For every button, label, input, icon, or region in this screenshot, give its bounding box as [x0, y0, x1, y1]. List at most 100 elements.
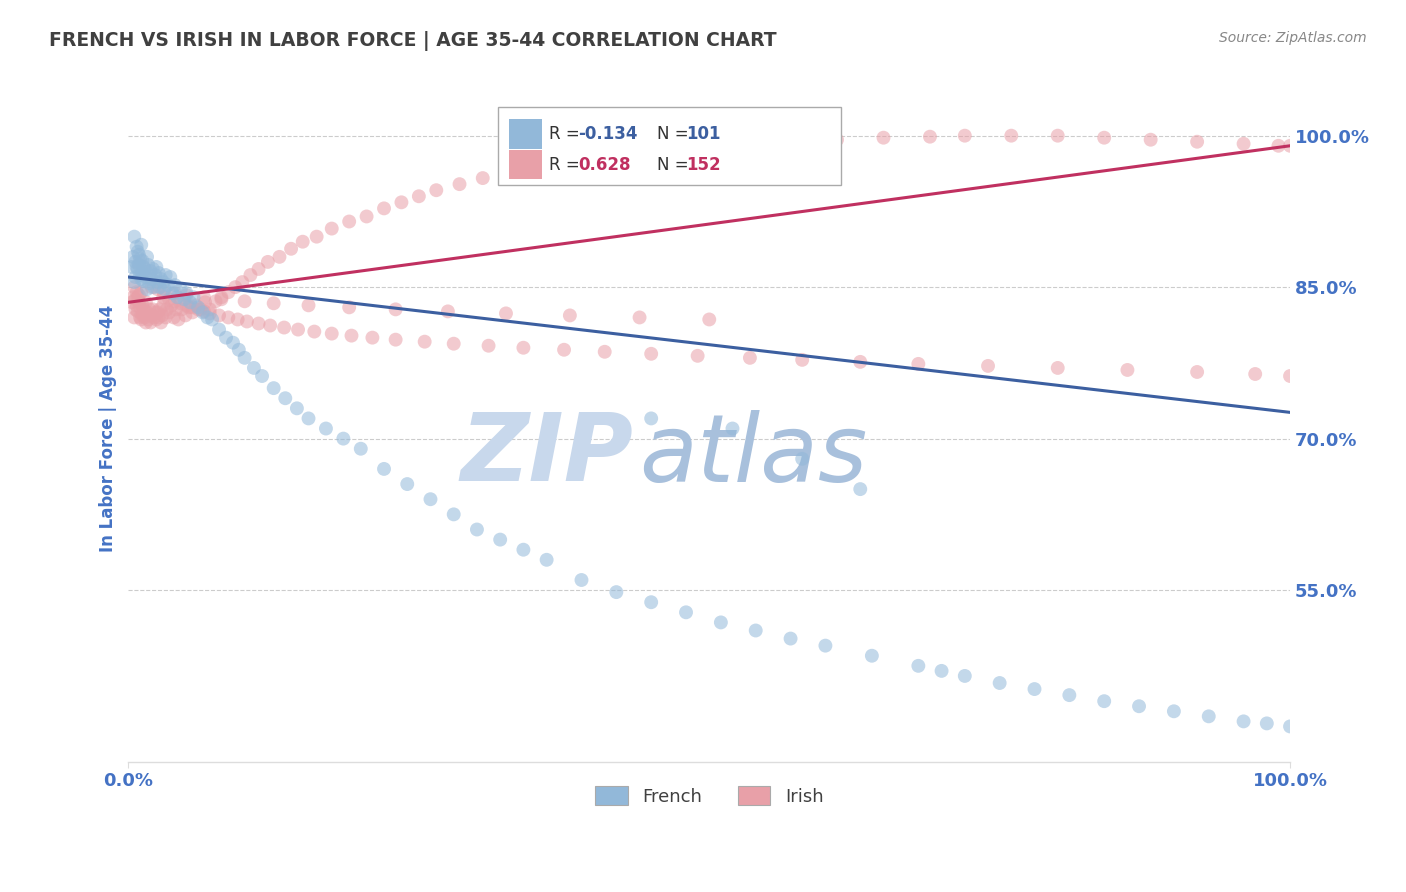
Point [443, 336, 465, 351]
Point [792, 451, 814, 466]
Point [1244, 367, 1267, 381]
Text: R =: R = [548, 125, 585, 143]
Point [121, 260, 143, 274]
Point [1116, 363, 1139, 377]
Point [135, 316, 157, 330]
Point [697, 312, 720, 326]
Point [222, 335, 245, 350]
Point [176, 298, 198, 312]
Point [156, 278, 179, 293]
Point [977, 359, 1000, 373]
Point [605, 149, 627, 163]
Point [215, 331, 238, 345]
Point [194, 295, 217, 310]
Point [710, 615, 733, 630]
Point [131, 253, 153, 268]
Point [136, 250, 159, 264]
Point [146, 282, 169, 296]
Point [163, 286, 186, 301]
Point [197, 310, 219, 325]
Point [263, 381, 285, 395]
Point [558, 309, 581, 323]
Point [201, 312, 224, 326]
Point [124, 302, 146, 317]
Point [1000, 128, 1022, 143]
Point [138, 276, 160, 290]
Point [744, 624, 766, 638]
Text: FRENCH VS IRISH IN LABOR FORCE | AGE 35-44 CORRELATION CHART: FRENCH VS IRISH IN LABOR FORCE | AGE 35-… [49, 31, 778, 51]
Point [176, 286, 198, 301]
Point [121, 295, 143, 310]
Point [1185, 135, 1208, 149]
Point [149, 280, 172, 294]
Point [571, 573, 593, 587]
Point [139, 316, 162, 330]
Point [721, 421, 744, 435]
Point [131, 298, 153, 312]
Text: -0.134: -0.134 [578, 125, 637, 143]
Point [239, 268, 262, 282]
Point [419, 492, 441, 507]
Point [297, 411, 319, 425]
Point [125, 240, 148, 254]
Point [170, 282, 193, 296]
Point [170, 296, 193, 310]
Point [193, 290, 215, 304]
Point [183, 290, 205, 304]
Point [340, 328, 363, 343]
Point [1024, 681, 1046, 696]
Point [465, 523, 488, 537]
Point [181, 305, 204, 319]
Point [145, 260, 167, 274]
Point [231, 275, 253, 289]
Point [141, 280, 163, 294]
Point [373, 462, 395, 476]
Point [849, 482, 872, 496]
Point [177, 301, 200, 315]
Point [142, 302, 165, 317]
Point [132, 260, 155, 274]
Point [135, 270, 157, 285]
Point [1128, 699, 1150, 714]
Text: N =: N = [657, 125, 695, 143]
Point [233, 351, 256, 365]
Point [156, 302, 179, 317]
Point [274, 391, 297, 405]
Point [408, 189, 430, 203]
Point [1279, 719, 1302, 733]
Point [495, 306, 517, 320]
Point [384, 302, 406, 317]
Point [1279, 369, 1302, 384]
Point [150, 272, 173, 286]
Point [280, 242, 302, 256]
Point [396, 477, 419, 491]
Point [129, 285, 152, 300]
Point [139, 264, 162, 278]
Point [257, 255, 280, 269]
Point [152, 284, 174, 298]
Point [814, 639, 837, 653]
Point [134, 310, 156, 325]
Point [125, 285, 148, 300]
Point [152, 290, 174, 304]
Point [536, 553, 558, 567]
Point [165, 302, 187, 317]
Point [208, 309, 231, 323]
Point [148, 310, 170, 325]
Point [131, 309, 153, 323]
Point [163, 278, 186, 293]
Point [373, 202, 395, 216]
Point [1185, 365, 1208, 379]
Point [127, 244, 149, 259]
Point [495, 167, 517, 181]
Point [224, 280, 246, 294]
Point [153, 282, 176, 296]
Point [143, 280, 166, 294]
Point [489, 533, 512, 547]
Point [129, 301, 152, 315]
Point [132, 302, 155, 317]
Point [1232, 714, 1254, 729]
Text: ZIP: ZIP [461, 409, 634, 501]
Point [792, 352, 814, 367]
Point [143, 310, 166, 325]
